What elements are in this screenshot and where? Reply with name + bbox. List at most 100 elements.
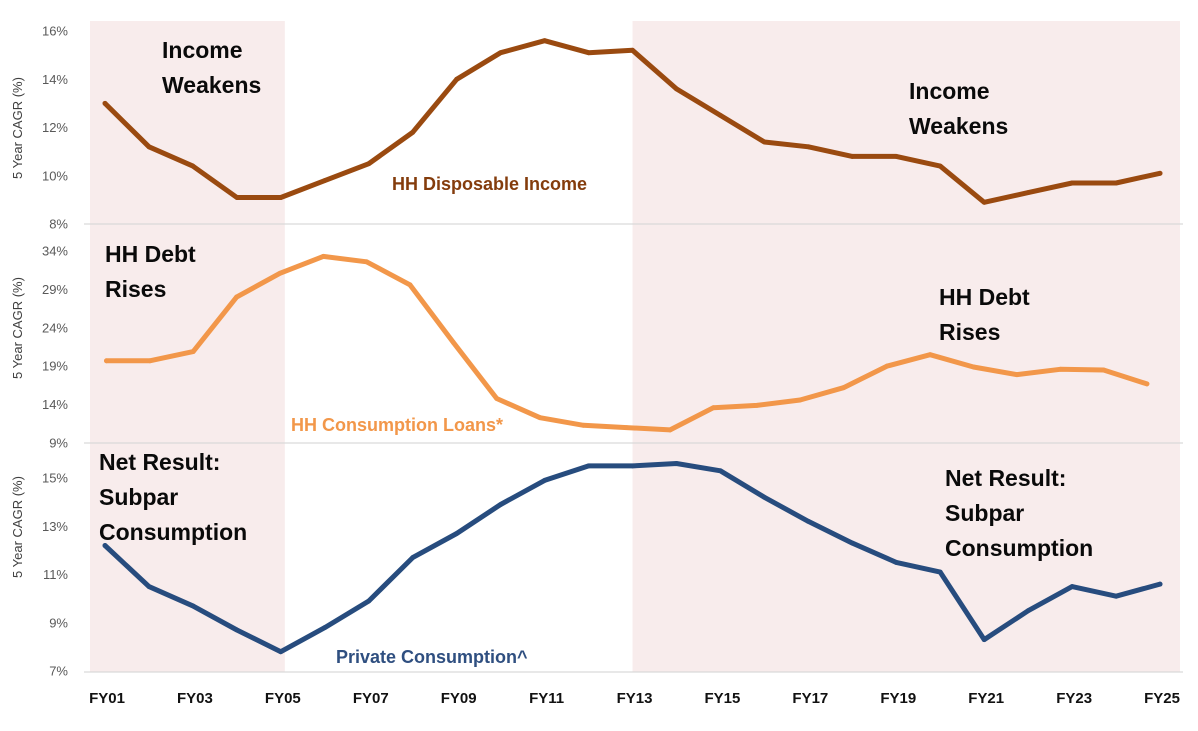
- data-point: [498, 50, 504, 56]
- annotation-net-result-right-line1: Net Result:: [945, 465, 1066, 491]
- series-label-hh-consumption-loans: HH Consumption Loans*: [291, 415, 503, 435]
- x-tick-label: FY07: [353, 690, 389, 707]
- data-point: [277, 270, 283, 276]
- data-point: [542, 478, 547, 483]
- data-point: [981, 199, 987, 205]
- data-point: [1057, 366, 1063, 372]
- data-point: [190, 349, 196, 355]
- y-tick-label: 10%: [42, 168, 68, 183]
- shaded-regions: [90, 21, 1180, 672]
- data-point: [1101, 367, 1106, 373]
- x-tick-label: FY15: [705, 690, 741, 707]
- annotation-income-weakens-left-line1: Income: [162, 37, 243, 63]
- data-point: [674, 461, 679, 466]
- data-point: [320, 253, 326, 259]
- data-point: [454, 531, 460, 536]
- annotation-net-result-left-line3: Consumption: [99, 519, 247, 545]
- y-tick-label: 14%: [42, 397, 68, 412]
- data-point: [537, 415, 543, 421]
- y-axis-title: 5 Year CAGR (%): [10, 277, 25, 379]
- data-point: [937, 569, 943, 575]
- data-point: [450, 339, 456, 345]
- annotation-net-result-right-line2: Subpar: [945, 500, 1024, 526]
- data-point: [1144, 381, 1150, 387]
- data-point: [454, 76, 460, 82]
- y-tick-label: 9%: [49, 615, 68, 630]
- annotation-income-weakens-right-line1: Income: [909, 78, 990, 104]
- data-point: [364, 259, 369, 265]
- y-axis-title: 5 Year CAGR (%): [10, 77, 25, 179]
- x-tick-label: FY13: [617, 690, 653, 707]
- y-tick-label: 29%: [42, 282, 68, 297]
- data-point: [410, 129, 416, 135]
- data-point: [1014, 372, 1020, 378]
- data-point: [667, 427, 673, 433]
- y-tick-label: 9%: [49, 436, 68, 451]
- data-point: [366, 161, 372, 167]
- data-point: [1069, 180, 1075, 186]
- data-point: [234, 294, 239, 300]
- data-point: [893, 154, 899, 159]
- data-point: [630, 463, 635, 469]
- data-point: [494, 396, 500, 401]
- shaded-region-panel3-2: [632, 443, 1180, 672]
- shaded-region-panel1-2: [632, 21, 1180, 224]
- data-point: [1025, 608, 1031, 614]
- data-point: [1157, 170, 1163, 176]
- data-point: [1069, 584, 1075, 589]
- data-point: [1157, 581, 1163, 587]
- data-point: [841, 385, 846, 391]
- data-point: [927, 352, 933, 358]
- data-point: [937, 163, 943, 169]
- y-tick-label: 7%: [49, 664, 68, 679]
- y-tick-label: 16%: [42, 24, 68, 39]
- data-point: [104, 358, 109, 364]
- x-tick-label: FY11: [529, 690, 564, 707]
- data-point: [278, 195, 284, 200]
- series-label-private-consumption: Private Consumption^: [336, 647, 528, 667]
- data-point: [805, 144, 811, 150]
- data-point: [718, 468, 723, 474]
- shaded-region-panel3-1: [90, 443, 285, 672]
- y-tick-label: 8%: [49, 217, 68, 232]
- series-label-hh-disposable-income: HH Disposable Income: [392, 174, 587, 194]
- data-point: [102, 100, 108, 106]
- y-tick-label: 24%: [42, 320, 68, 335]
- grid-and-axes: 8% 10% 12% 14% 16% 5 Year CAGR (%) 9% 14% 19% 24%…: [10, 24, 1183, 707]
- shaded-region-panel2-2: [632, 224, 1180, 443]
- annotation-net-result-right-line3: Consumption: [945, 535, 1093, 561]
- x-tick-label: FY03: [177, 690, 213, 707]
- y-tick-label: 12%: [42, 120, 68, 135]
- annotation-net-result-left-line2: Subpar: [99, 484, 178, 510]
- data-point: [893, 560, 899, 565]
- data-point: [674, 86, 679, 92]
- data-point: [849, 154, 855, 159]
- y-tick-label: 34%: [42, 244, 68, 259]
- y-tick-label: 13%: [42, 519, 68, 534]
- data-point: [234, 195, 240, 200]
- data-point: [624, 425, 630, 431]
- data-point: [971, 364, 976, 370]
- data-point: [234, 627, 240, 633]
- data-point: [754, 402, 760, 408]
- data-point: [981, 637, 987, 643]
- data-point: [586, 463, 591, 469]
- annotation-hh-debt-rises-right-line2: Rises: [939, 319, 1000, 345]
- annotation-hh-debt-rises-left-line1: HH Debt: [105, 241, 196, 267]
- data-point: [797, 397, 803, 403]
- data-point: [762, 139, 767, 145]
- x-tick-label: FY23: [1056, 690, 1092, 707]
- data-point: [1113, 180, 1119, 186]
- data-point: [190, 603, 196, 609]
- annotations: Income Weakens Income Weakens HH Disposa…: [99, 37, 1093, 667]
- data-point: [322, 178, 328, 183]
- shaded-region-panel2-1: [90, 224, 285, 443]
- y-tick-label: 15%: [42, 471, 68, 486]
- y-tick-label: 19%: [42, 359, 68, 374]
- data-point: [630, 47, 635, 53]
- annotation-hh-debt-rises-left-line2: Rises: [105, 276, 166, 302]
- data-point: [586, 50, 591, 56]
- data-point: [1025, 190, 1031, 196]
- annotation-income-weakens-right-line2: Weakens: [909, 113, 1008, 139]
